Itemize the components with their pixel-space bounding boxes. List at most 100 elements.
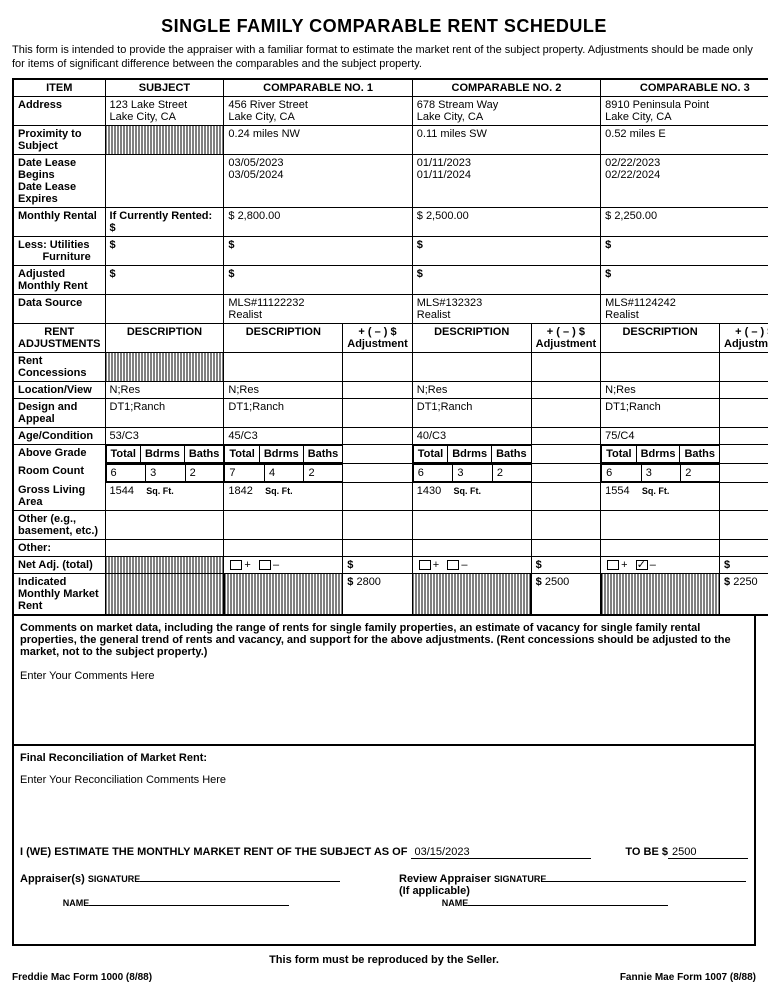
c3-other2-adj xyxy=(720,540,768,557)
subject-util: $ xyxy=(105,236,224,265)
c1-rooms-adj xyxy=(343,463,413,482)
subject-room-hdr: TotalBdrmsBaths xyxy=(105,444,224,463)
c3-room-adj xyxy=(720,444,768,463)
header-comp1: COMPARABLE NO. 1 xyxy=(224,79,412,97)
c3-other1 xyxy=(601,511,720,540)
c2-age: 40/C3 xyxy=(412,427,531,444)
row-age: Age/Condition xyxy=(13,427,105,444)
c1-location: N;Res xyxy=(224,381,343,398)
appraiser-name[interactable] xyxy=(89,905,289,906)
c2-other1 xyxy=(412,511,531,540)
c3-gla-adj xyxy=(720,482,768,511)
c2-other2 xyxy=(412,540,531,557)
header-subject: SUBJECT xyxy=(105,79,224,97)
comments-section: Comments on market data, including the r… xyxy=(12,616,756,746)
c3-loc-adj xyxy=(720,381,768,398)
must-reproduce: This form must be reproduced by the Sell… xyxy=(12,954,756,966)
review-signature[interactable] xyxy=(546,881,746,882)
estimate-date[interactable]: 03/15/2023 xyxy=(411,846,591,859)
subject-netadj xyxy=(105,557,224,574)
c2-ind-hatch xyxy=(412,574,531,616)
c1-other1-adj xyxy=(343,511,413,540)
c3-proximity: 0.52 miles E xyxy=(601,125,768,154)
c2-netadj: + – xyxy=(412,557,531,574)
c2-location: N;Res xyxy=(412,381,531,398)
c1-desc-hdr: DESCRIPTION xyxy=(224,323,343,352)
c1-des-adj xyxy=(343,398,413,427)
row-location: Location/View xyxy=(13,381,105,398)
subject-other2 xyxy=(105,540,224,557)
c2-other2-adj xyxy=(531,540,601,557)
c2-rooms-adj xyxy=(531,463,601,482)
c3-adj: $ xyxy=(601,265,768,294)
c2-room-hdr: TotalBdrmsBaths xyxy=(412,444,531,463)
c2-source: MLS#132323Realist xyxy=(412,294,600,323)
appraiser-signature[interactable] xyxy=(140,881,340,882)
c3-desc-hdr: DESCRIPTION xyxy=(601,323,720,352)
c2-desc-hdr: DESCRIPTION xyxy=(412,323,531,352)
rent-schedule-table: ITEM SUBJECT COMPARABLE NO. 1 COMPARABLE… xyxy=(12,78,768,617)
c3-gla: 1554 Sq. Ft. xyxy=(601,482,720,511)
subject-concessions xyxy=(105,352,224,381)
c2-age-adj xyxy=(531,427,601,444)
c3-age: 75/C4 xyxy=(601,427,720,444)
c2-other1-adj xyxy=(531,511,601,540)
c1-age-adj xyxy=(343,427,413,444)
c3-rent: $ 2,250.00 xyxy=(601,207,768,236)
row-monthly-rental: Monthly Rental xyxy=(13,207,105,236)
to-be-value[interactable]: 2500 xyxy=(668,846,748,859)
c3-source: MLS#1124242Realist xyxy=(601,294,768,323)
c3-lease: 02/22/202302/22/2024 xyxy=(601,154,768,207)
c1-room-hdr: TotalBdrmsBaths xyxy=(224,444,343,463)
c1-other2-adj xyxy=(343,540,413,557)
row-rent-adj: RENT ADJUSTMENTS xyxy=(13,323,105,352)
c1-loc-adj xyxy=(343,381,413,398)
subject-indicated xyxy=(105,574,224,616)
subject-desc-hdr: DESCRIPTION xyxy=(105,323,224,352)
c1-netadj: + – xyxy=(224,557,343,574)
c1-design: DT1;Ranch xyxy=(224,398,343,427)
reconcile-label: Final Reconciliation of Market Rent: xyxy=(20,752,748,764)
c1-conc-adj xyxy=(343,352,413,381)
c2-indicated: $ 2500 xyxy=(531,574,601,616)
row-gla: Gross Living Area xyxy=(13,482,105,511)
c3-rooms: 632 xyxy=(601,463,720,482)
header-comp3: COMPARABLE NO. 3 xyxy=(601,79,768,97)
c2-gla-adj xyxy=(531,482,601,511)
subject-location: N;Res xyxy=(105,381,224,398)
subject-design: DT1;Ranch xyxy=(105,398,224,427)
c3-adj-hdr: + ( – ) $ Adjustment xyxy=(720,323,768,352)
c3-ind-hatch xyxy=(601,574,720,616)
row-other-basement: Other (e.g., basement, etc.) xyxy=(13,511,105,540)
c1-netadj-val: $ xyxy=(343,557,413,574)
c2-netadj-val: $ xyxy=(531,557,601,574)
subject-if-currently: If Currently Rented: $ xyxy=(105,207,224,236)
c1-rent: $ 2,800.00 xyxy=(224,207,412,236)
c1-lease: 03/05/202303/05/2024 xyxy=(224,154,412,207)
c1-address: 456 River StreetLake City, CA xyxy=(224,96,412,125)
c1-adj: $ xyxy=(224,265,412,294)
c3-util: $ xyxy=(601,236,768,265)
c3-conc-adj xyxy=(720,352,768,381)
c3-age-adj xyxy=(720,427,768,444)
row-above-grade: Above Grade xyxy=(13,444,105,463)
row-proximity: Proximity to Subject xyxy=(13,125,105,154)
footer-right: Fannie Mae Form 1007 (8/88) xyxy=(620,972,756,983)
c3-des-adj xyxy=(720,398,768,427)
reconcile-value[interactable]: Enter Your Reconciliation Comments Here xyxy=(20,774,748,786)
c2-util: $ xyxy=(412,236,600,265)
c1-rooms: 742 xyxy=(224,463,343,482)
subject-lease xyxy=(105,154,224,207)
footer: Freddie Mac Form 1000 (8/88) Fannie Mae … xyxy=(12,972,756,983)
review-name[interactable] xyxy=(468,905,668,906)
form-title: SINGLE FAMILY COMPARABLE RENT SCHEDULE xyxy=(12,16,756,37)
row-address: Address xyxy=(13,96,105,125)
c2-address: 678 Stream WayLake City, CA xyxy=(412,96,600,125)
c1-indicated: $ 2800 xyxy=(343,574,413,616)
c1-util: $ xyxy=(224,236,412,265)
c2-conc-adj xyxy=(531,352,601,381)
subject-other1 xyxy=(105,511,224,540)
c1-gla-adj xyxy=(343,482,413,511)
row-concessions: Rent Concessions xyxy=(13,352,105,381)
comments-value[interactable]: Enter Your Comments Here xyxy=(20,670,748,682)
